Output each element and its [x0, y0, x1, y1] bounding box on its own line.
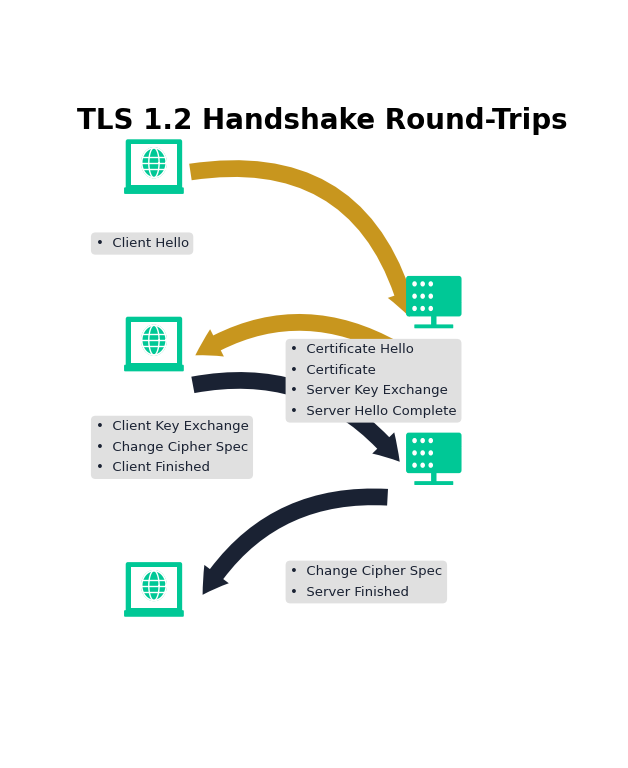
Circle shape	[429, 439, 432, 442]
Circle shape	[413, 451, 416, 455]
FancyBboxPatch shape	[126, 139, 182, 191]
Circle shape	[413, 282, 416, 286]
FancyBboxPatch shape	[124, 187, 184, 194]
Circle shape	[413, 463, 416, 467]
Circle shape	[421, 282, 425, 286]
Circle shape	[413, 306, 416, 310]
FancyBboxPatch shape	[406, 432, 462, 449]
Circle shape	[142, 326, 166, 355]
Text: •  Client Key Exchange
•  Change Cipher Spec
•  Client Finished: • Client Key Exchange • Change Cipher Sp…	[95, 420, 249, 475]
Circle shape	[413, 439, 416, 442]
FancyArrowPatch shape	[192, 372, 399, 462]
FancyBboxPatch shape	[406, 300, 462, 316]
Text: •  Certificate Hello
•  Certificate
•  Server Key Exchange
•  Server Hello Compl: • Certificate Hello • Certificate • Serv…	[290, 343, 457, 418]
Circle shape	[429, 451, 432, 455]
FancyBboxPatch shape	[414, 481, 453, 485]
FancyBboxPatch shape	[406, 457, 462, 473]
Circle shape	[429, 463, 432, 467]
Circle shape	[142, 148, 166, 177]
FancyBboxPatch shape	[124, 610, 184, 617]
Text: •  Client Hello: • Client Hello	[95, 237, 188, 250]
Circle shape	[429, 282, 432, 286]
FancyBboxPatch shape	[131, 322, 176, 362]
FancyBboxPatch shape	[414, 324, 453, 328]
FancyBboxPatch shape	[131, 567, 176, 608]
FancyArrowPatch shape	[203, 488, 388, 595]
FancyBboxPatch shape	[126, 562, 182, 614]
Text: •  Change Cipher Spec
•  Server Finished: • Change Cipher Spec • Server Finished	[290, 565, 443, 599]
FancyBboxPatch shape	[431, 469, 436, 482]
Circle shape	[142, 571, 166, 601]
Text: TLS 1.2 Handshake Round-Trips: TLS 1.2 Handshake Round-Trips	[77, 107, 567, 135]
Circle shape	[421, 306, 425, 310]
FancyBboxPatch shape	[406, 445, 462, 461]
FancyBboxPatch shape	[124, 365, 184, 372]
FancyBboxPatch shape	[431, 313, 436, 326]
Circle shape	[429, 306, 432, 310]
FancyBboxPatch shape	[406, 276, 462, 292]
FancyBboxPatch shape	[131, 144, 176, 185]
FancyArrowPatch shape	[189, 161, 417, 317]
Circle shape	[421, 294, 425, 298]
FancyBboxPatch shape	[406, 288, 462, 304]
Circle shape	[421, 451, 425, 455]
Circle shape	[421, 439, 425, 442]
FancyArrowPatch shape	[195, 314, 399, 356]
Circle shape	[429, 294, 432, 298]
Circle shape	[413, 294, 416, 298]
FancyBboxPatch shape	[126, 316, 182, 369]
Circle shape	[421, 463, 425, 467]
